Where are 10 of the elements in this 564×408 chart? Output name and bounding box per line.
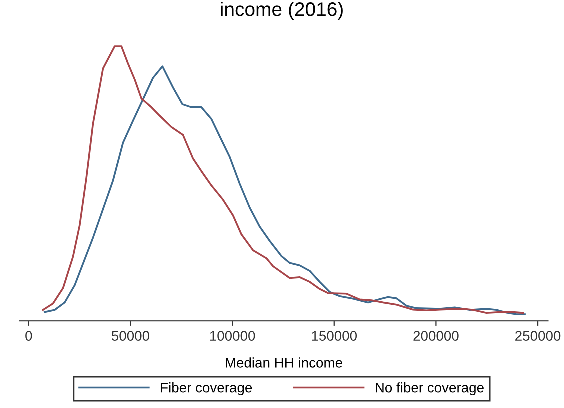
x-tick-label: 0 xyxy=(26,331,32,342)
x-tick-label: 200000 xyxy=(414,331,459,342)
x-tick-label: 100000 xyxy=(210,331,256,342)
legend-label: No fiber coverage xyxy=(376,382,484,396)
x-tick-label: 250000 xyxy=(516,331,561,342)
x-axis-title: Median HH income xyxy=(226,358,342,368)
chart-title: income (2016) xyxy=(221,2,343,20)
x-tick-label: 50000 xyxy=(112,331,150,342)
x-tick-label: 150000 xyxy=(312,331,358,342)
legend-label: Fiber coverage xyxy=(161,382,252,396)
